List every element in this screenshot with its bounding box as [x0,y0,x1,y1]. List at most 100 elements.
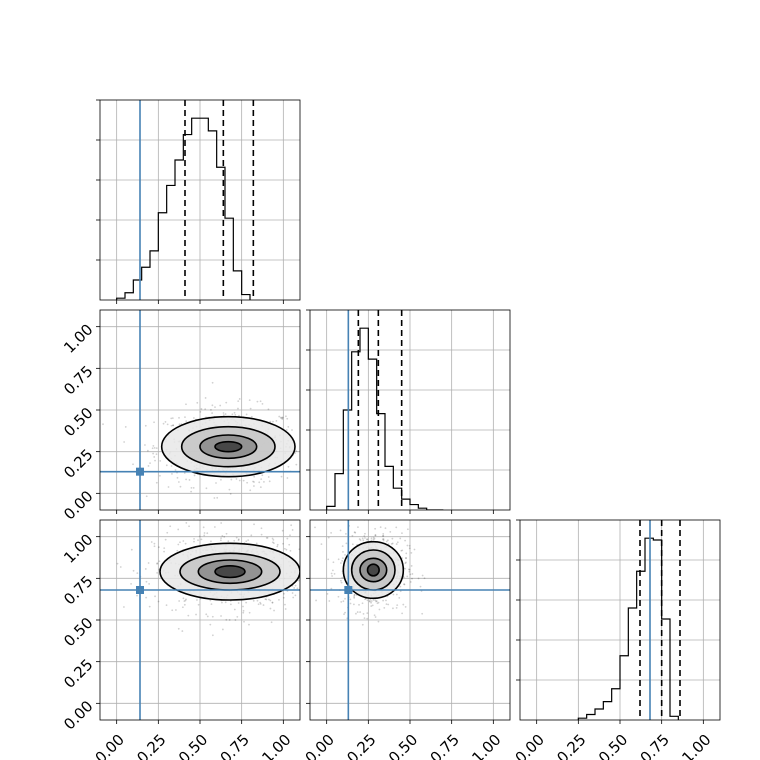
contour-line [159,542,300,601]
scatter-point [370,537,373,540]
scatter-point [273,609,275,612]
x-tick-label: 0.00 [512,731,548,760]
scatter-point [253,481,255,483]
scatter-point [372,538,375,541]
scatter-point [356,611,359,613]
scatter-point [403,583,405,586]
scatter-point [219,404,222,407]
scatter-point [192,486,195,489]
scatter-point [177,528,180,531]
scatter-point [382,538,384,541]
scatter-point [102,423,104,426]
scatter-point [149,462,151,465]
scatter-point [210,540,212,543]
scatter-point [294,584,297,587]
scatter-point [260,533,263,536]
x-tick-label: 1.00 [258,731,294,760]
scatter-point [222,412,225,414]
scatter-point [193,540,195,543]
scatter-point [366,612,369,615]
scatter-point [408,568,411,571]
scatter-point [248,611,251,614]
scatter-point [222,414,225,417]
scatter-point [259,601,262,604]
scatter-point [342,550,344,553]
scatter-point [364,598,366,601]
scatter-point [268,480,271,483]
scatter-point [233,539,236,542]
scatter-point [123,441,126,443]
x-tick-label: 0.25 [133,731,169,760]
scatter-point [250,415,253,418]
scatter-point [423,577,426,580]
scatter-point [179,485,182,488]
scatter-point [342,600,345,603]
scatter-point [382,539,385,542]
scatter-point [237,539,240,542]
y-tick-label: 0.25 [60,445,96,481]
scatter-point [221,535,224,537]
density-fill [367,564,380,576]
scatter-point [116,562,119,565]
scatter-point [245,601,248,604]
scatter-point [221,601,223,604]
scatter-point [372,599,375,601]
scatter-point [253,485,255,487]
scatter-point [211,634,214,637]
panel-content [310,310,510,510]
scatter-point [286,477,289,479]
scatter-point [382,534,385,537]
scatter-point [229,492,232,495]
scatter-point [185,420,188,422]
scatter-point [283,592,285,595]
scatter-point [170,465,173,467]
scatter-point [174,469,177,471]
scatter-point [289,534,291,537]
scatter-point [327,558,330,561]
panel-content [100,310,329,510]
scatter-point [164,538,167,541]
scatter-point [183,472,186,474]
scatter-point [198,535,201,538]
scatter-point [171,473,173,475]
scatter-point [353,595,356,598]
scatter-point [146,449,149,452]
scatter-point [331,586,333,588]
scatter-point [171,417,174,420]
scatter-point [195,613,197,616]
histogram-step [326,327,444,510]
scatter-point [259,602,262,605]
scatter-point [202,526,205,529]
scatter-point [145,596,148,599]
scatter-point [145,580,148,583]
scatter-point [364,516,366,518]
scatter-point [291,429,293,431]
scatter-point [150,541,153,543]
scatter-point [233,411,236,414]
scatter-point [252,599,255,602]
scatter-point [256,599,259,602]
scatter-point [256,400,259,403]
scatter-point [248,623,250,626]
scatter-point [219,539,222,542]
scatter-point [331,575,334,577]
scatter-point [242,605,244,608]
scatter-point [399,585,402,588]
scatter-point [269,607,272,610]
scatter-point [372,536,375,539]
panel-1-0: 0.00 0.25 0.50 0.75 1.00 [60,309,329,523]
scatter-point [259,400,262,403]
scatter-point [154,459,156,462]
scatter-point [206,615,209,618]
y-tick-label: 0.75 [60,572,96,608]
scatter-point [177,543,180,546]
scatter-point [327,451,329,453]
scatter-point [341,557,344,559]
scatter-point [196,401,199,404]
scatter-point [237,602,240,604]
y-tick-label: 0.25 [60,655,96,691]
scatter-point [157,600,160,603]
scatter-point [339,562,342,564]
scatter-point [377,620,380,623]
scatter-point [265,537,268,539]
